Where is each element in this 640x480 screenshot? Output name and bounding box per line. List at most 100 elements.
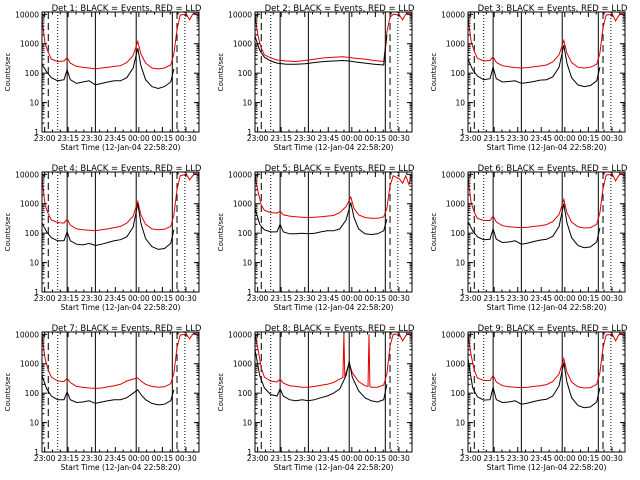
x-axis-label: Start Time (12-Jan-04 22:58:20) xyxy=(487,143,607,152)
x-tick-label: 23:45 xyxy=(317,454,339,463)
series-events xyxy=(42,375,175,406)
series-group xyxy=(468,172,625,249)
y-tick-label: 10000 xyxy=(15,170,39,179)
x-tick-label: 23:00 xyxy=(247,454,269,463)
x-tick-label: 23:45 xyxy=(104,454,126,463)
x-tick-label: 00:30 xyxy=(175,294,197,303)
plot-frame xyxy=(254,11,413,133)
panel-title: Det 3: BLACK = Events, RED = LLD xyxy=(478,4,628,14)
panel-title: Det 8: BLACK = Events, RED = LLD xyxy=(265,324,415,334)
x-axis-label: Start Time (12-Jan-04 22:58:20) xyxy=(487,303,607,312)
series-lld xyxy=(468,332,625,389)
y-tick-label: 1 xyxy=(460,448,465,457)
marker-lines xyxy=(47,12,186,132)
series-group xyxy=(255,12,412,66)
x-tick-label: 23:15 xyxy=(270,454,292,463)
x-tick-label: 00:15 xyxy=(578,134,600,143)
x-tick-label: 00:15 xyxy=(578,294,600,303)
x-axis-label: Start Time (12-Jan-04 22:58:20) xyxy=(61,143,181,152)
detector-panel-9: 1 10 100 1000 10000 23:00 23:15 23:30 23:45 00:00… xyxy=(430,324,628,472)
series-events xyxy=(255,349,388,403)
x-tick-label: 23:00 xyxy=(460,454,482,463)
series-lld xyxy=(42,332,199,389)
series-group xyxy=(468,332,625,409)
x-tick-label: 00:30 xyxy=(601,134,623,143)
x-axis-label: Start Time (12-Jan-04 22:58:20) xyxy=(274,303,394,312)
x-tick-label: 00:30 xyxy=(388,454,410,463)
x-axis-label: Start Time (12-Jan-04 22:58:20) xyxy=(274,143,394,152)
y-tick-label: 100 xyxy=(451,389,466,398)
y-tick-label: 1000 xyxy=(446,360,465,369)
y-tick-label: 1 xyxy=(247,288,252,297)
plot-frame xyxy=(467,171,626,293)
x-tick-label: 00:00 xyxy=(128,134,150,143)
x-tick-label: 00:30 xyxy=(388,294,410,303)
panel-title: Det 9: BLACK = Events, RED = LLD xyxy=(478,324,628,334)
detector-panel-1: 1 10 100 1000 10000 23:00 23:15 23:30 23:45 00:00… xyxy=(4,4,202,152)
x-tick-label: 00:30 xyxy=(601,294,623,303)
marker-lines xyxy=(47,332,186,452)
x-tick-label: 00:15 xyxy=(365,454,387,463)
y-tick-label: 10000 xyxy=(15,10,39,19)
panel-title: Det 2: BLACK = Events, RED = LLD xyxy=(265,4,415,14)
x-tick-label: 23:30 xyxy=(294,454,316,463)
x-tick-label: 23:15 xyxy=(270,134,292,143)
panel-title: Det 6: BLACK = Events, RED = LLD xyxy=(478,164,628,174)
y-tick-label: 1000 xyxy=(233,200,252,209)
y-tick-label: 10 xyxy=(29,259,39,268)
marker-lines xyxy=(260,12,399,132)
series-group xyxy=(42,172,199,250)
y-tick-label: 1000 xyxy=(446,40,465,49)
y-axis-label: Counts/sec xyxy=(430,53,438,92)
series-events xyxy=(468,203,601,249)
plot-frame xyxy=(467,11,626,133)
detector-panel-8: 1 10 100 1000 10000 23:00 23:15 23:30 23:45 00:00… xyxy=(217,324,415,472)
y-tick-label: 10000 xyxy=(228,330,252,339)
x-tick-label: 00:30 xyxy=(601,454,623,463)
x-tick-label: 23:30 xyxy=(81,134,103,143)
y-tick-label: 1 xyxy=(247,448,252,457)
x-tick-label: 23:00 xyxy=(460,134,482,143)
x-tick-label: 00:15 xyxy=(578,454,600,463)
y-tick-label: 10 xyxy=(455,259,465,268)
detector-panel-5: 1 10 100 1000 10000 23:00 23:15 23:30 23:45 00:00… xyxy=(217,164,415,312)
x-tick-label: 23:15 xyxy=(57,454,79,463)
x-tick-label: 23:45 xyxy=(530,454,552,463)
y-axis-label: Counts/sec xyxy=(217,213,225,252)
y-tick-label: 100 xyxy=(25,69,40,78)
y-tick-label: 10 xyxy=(242,259,252,268)
detector-panel-6: 1 10 100 1000 10000 23:00 23:15 23:30 23:45 00:00… xyxy=(430,164,628,312)
y-axis-label: Counts/sec xyxy=(217,373,225,412)
x-tick-label: 00:15 xyxy=(365,294,387,303)
series-events xyxy=(468,44,601,88)
x-tick-label: 00:30 xyxy=(175,134,197,143)
plot-frame xyxy=(254,331,413,453)
x-tick-label: 00:30 xyxy=(175,454,197,463)
y-tick-label: 10000 xyxy=(441,330,465,339)
x-tick-label: 23:30 xyxy=(294,134,316,143)
x-tick-label: 00:30 xyxy=(388,134,410,143)
x-tick-label: 23:45 xyxy=(317,294,339,303)
y-tick-label: 10 xyxy=(29,419,39,428)
series-lld xyxy=(468,12,625,69)
y-tick-label: 1 xyxy=(247,128,252,137)
x-tick-label: 00:15 xyxy=(152,134,174,143)
y-axis-label: Counts/sec xyxy=(430,213,438,252)
plot-frame xyxy=(41,171,200,293)
x-tick-label: 23:00 xyxy=(34,294,56,303)
x-tick-label: 00:00 xyxy=(341,294,363,303)
x-tick-label: 23:00 xyxy=(247,294,269,303)
marker-lines xyxy=(260,172,399,292)
y-axis-label: Counts/sec xyxy=(430,373,438,412)
y-tick-label: 1 xyxy=(34,128,39,137)
plot-frame xyxy=(254,171,413,293)
series-group xyxy=(42,12,199,90)
x-tick-label: 00:00 xyxy=(554,454,576,463)
x-tick-label: 23:30 xyxy=(507,454,529,463)
series-lld xyxy=(468,172,625,229)
x-tick-label: 00:00 xyxy=(341,454,363,463)
x-tick-label: 23:30 xyxy=(507,134,529,143)
x-tick-label: 23:45 xyxy=(530,134,552,143)
y-tick-label: 100 xyxy=(451,69,466,78)
